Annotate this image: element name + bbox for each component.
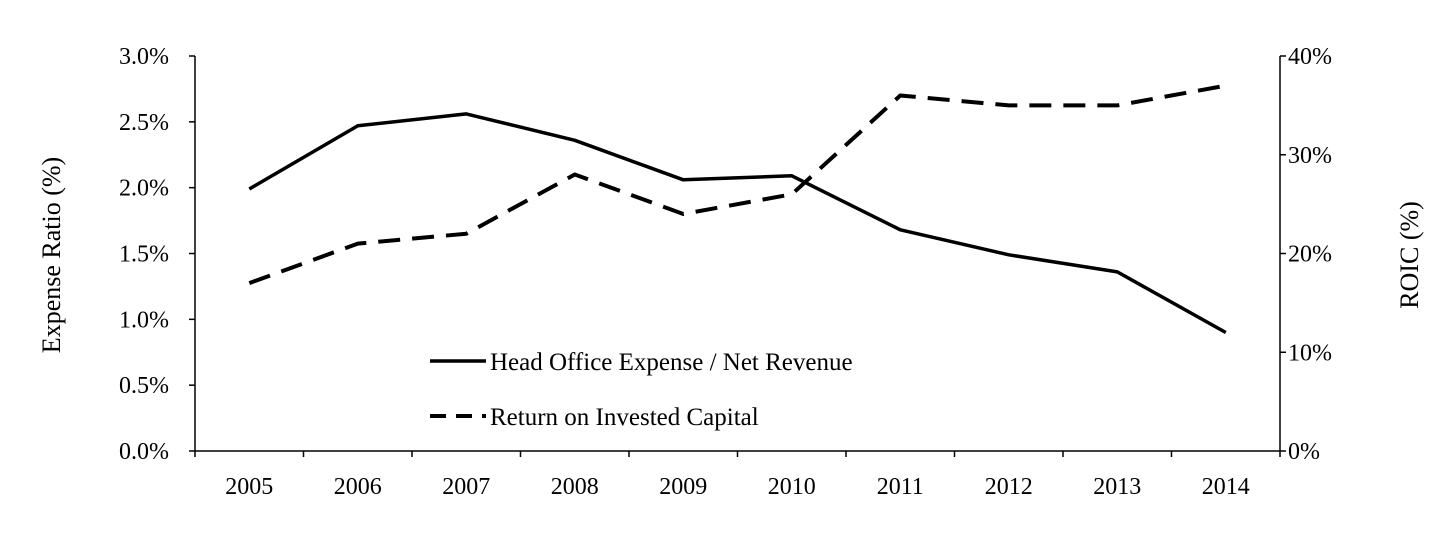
x-tick-label: 2005 xyxy=(225,474,273,500)
x-tick-label: 2013 xyxy=(1093,474,1141,500)
x-tick-label: 2012 xyxy=(985,474,1033,500)
x-tick-label: 2008 xyxy=(551,474,599,500)
y-right-tick-label: 40% xyxy=(1288,44,1332,70)
x-tick-label: 2010 xyxy=(768,474,816,500)
y-left-tick-label: 2.0% xyxy=(119,176,169,202)
series-line-expense-ratio xyxy=(248,112,1227,335)
y-left-tick-label: 2.5% xyxy=(119,110,169,136)
series-lines xyxy=(248,83,1227,335)
x-tick-label: 2011 xyxy=(877,474,924,500)
axes: 0.0% 0.5% 1.0% 1.5% 2.0% 2.5% 3.0% 0% 10% 20% 30% 4… xyxy=(119,44,1332,500)
legend: Head Office Expense / Net Revenue Return… xyxy=(430,349,853,431)
y-left-tick-label: 0.0% xyxy=(119,439,169,465)
legend-label-roic: Return on Invested Capital xyxy=(490,404,759,431)
y-left-tick-label: 3.0% xyxy=(119,44,169,70)
x-tick-label: 2014 xyxy=(1202,474,1250,500)
x-tick-label: 2006 xyxy=(334,474,382,500)
y-right-tick-label: 20% xyxy=(1288,242,1332,268)
x-tick-label: 2009 xyxy=(659,474,707,500)
y-left-tick-label: 1.0% xyxy=(119,307,169,333)
y-right-tick-label: 10% xyxy=(1288,340,1332,366)
y-right-tick-label: 30% xyxy=(1288,143,1332,169)
y-left-tick-label: 0.5% xyxy=(119,373,169,399)
y-left-tick-label: 1.5% xyxy=(119,242,169,268)
legend-label-expense: Head Office Expense / Net Revenue xyxy=(490,349,853,376)
y-right-tick-label: 0% xyxy=(1288,439,1320,465)
y-axis-right-title: ROIC (%) xyxy=(1395,201,1424,309)
x-tick-label: 2007 xyxy=(442,474,490,500)
y-axis-left-title: Expense Ratio (%) xyxy=(37,157,66,353)
series-line-roic xyxy=(248,83,1227,285)
